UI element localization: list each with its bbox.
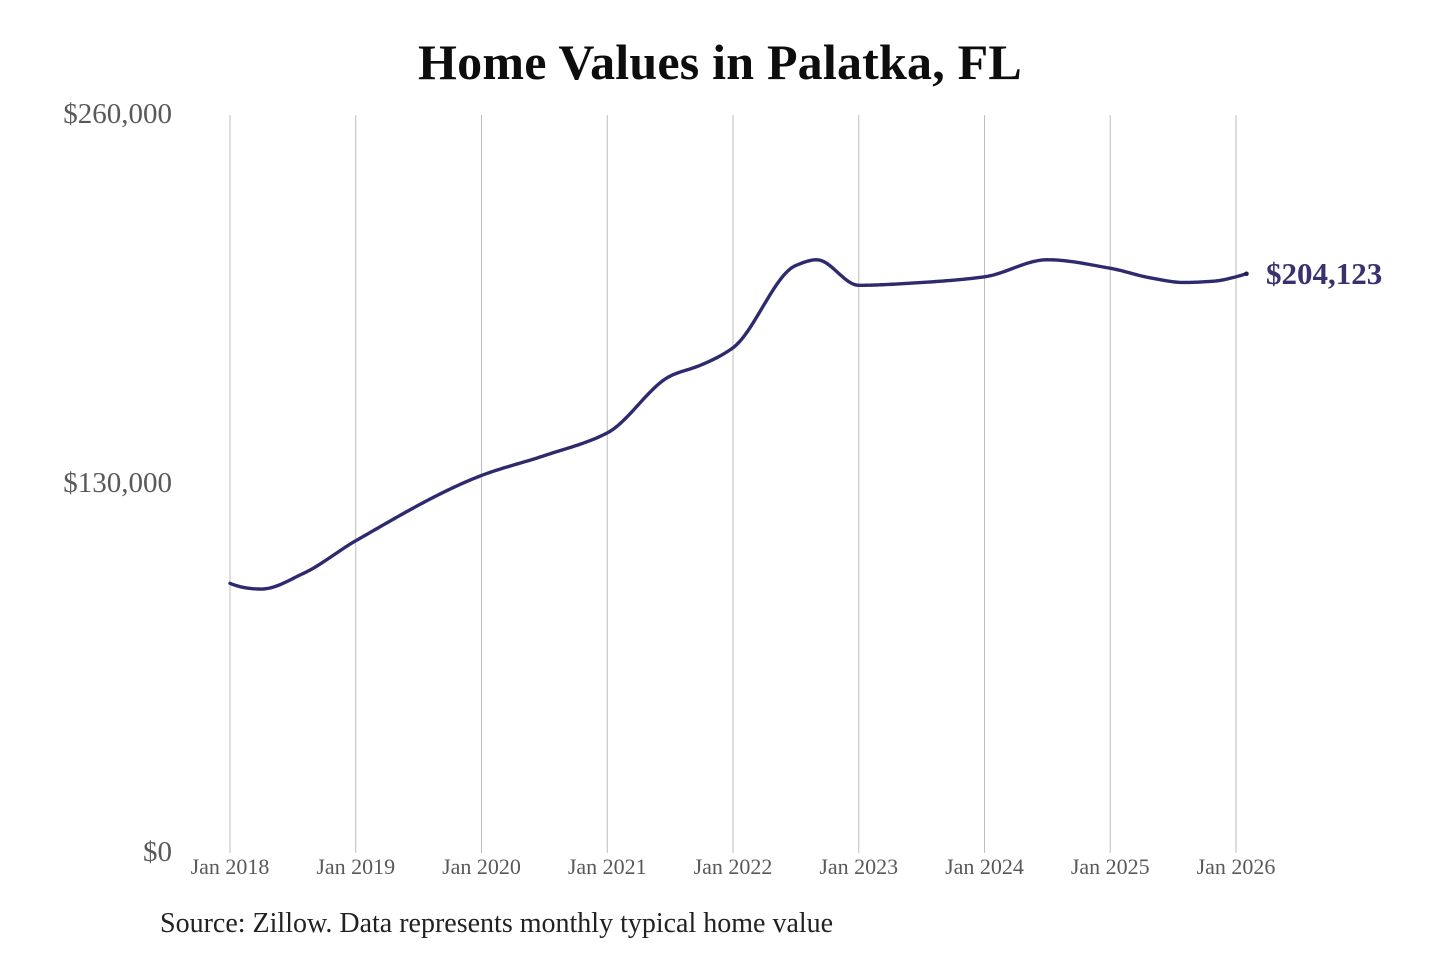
svg-text:$260,000: $260,000 [63, 98, 172, 130]
svg-text:Jan 2026: Jan 2026 [1197, 854, 1276, 879]
svg-text:Jan 2018: Jan 2018 [191, 854, 270, 879]
svg-text:$204,123: $204,123 [1266, 256, 1382, 291]
svg-text:$130,000: $130,000 [63, 467, 172, 499]
svg-text:Jan 2021: Jan 2021 [568, 854, 647, 879]
svg-text:Jan 2025: Jan 2025 [1071, 854, 1150, 879]
svg-text:$0: $0 [143, 836, 172, 868]
svg-text:Jan 2019: Jan 2019 [316, 854, 395, 879]
svg-text:Jan 2022: Jan 2022 [694, 854, 773, 879]
svg-text:Jan 2024: Jan 2024 [945, 854, 1024, 879]
svg-text:Jan 2020: Jan 2020 [442, 854, 521, 879]
svg-text:Jan 2023: Jan 2023 [819, 854, 898, 879]
